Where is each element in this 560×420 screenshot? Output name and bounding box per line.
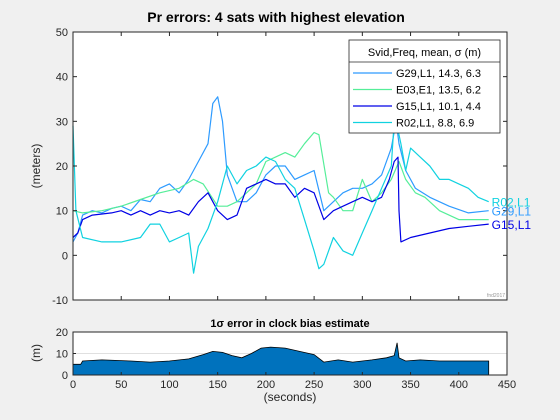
main-y-tick-label: 40 [56,72,68,84]
legend-title: Svid,Freq, mean, σ (m) [368,47,481,59]
series-line-e03 [72,131,489,221]
legend-entry-label: R02,L1, 8.8, 6.9 [396,118,474,130]
clock-x-tick-label: 300 [353,379,371,391]
clock-chart-title: 1σ error in clock bias estimate [210,318,369,330]
clock-x-tick-label: 150 [208,379,226,391]
legend-entries: G29,L1, 14.3, 6.3 E03,E1, 13.5, 6.2 G15,L1… [353,68,481,130]
main-y-tick-label: 30 [56,116,68,128]
x-axis-label: (seconds) [264,390,317,404]
clock-x-ticks: 0 50 100 150 200 250 300 350 400 450 [70,372,516,391]
clock-x-tick-label: 350 [401,379,419,391]
clock-x-tick-label: 450 [498,379,516,391]
series-line-r02-l1 [72,120,489,274]
main-chart-title: Pr errors: 4 sats with highest elevation [147,9,405,25]
clock-y-axis-label: (m) [29,344,43,362]
clock-x-tick-label: 400 [450,379,468,391]
clock-y-tick-label: 10 [56,349,68,361]
clock-bias-area [72,342,490,376]
main-y-axis-label: (meters) [29,144,43,189]
clock-y-tick-label: 0 [62,370,68,382]
clock-bias-chart: 1σ error in clock bias estimate 0 50 100 15… [29,318,516,404]
clock-x-tick-label: 0 [70,379,76,391]
clock-x-tick-label: 200 [257,379,275,391]
pr-errors-chart: Pr errors: 4 sats with highest elevation… [29,9,531,307]
main-y-tick-label: 50 [56,27,68,39]
legend: Svid,Freq, mean, σ (m) G29,L1, 14.3, 6.3… [348,39,501,134]
series-end-label: G29,L1 [492,205,532,219]
clock-area-group [72,342,490,376]
clock-x-tick-label: 50 [115,379,127,391]
legend-box [348,39,501,134]
main-y-tick-label: 20 [56,161,68,173]
series-line-g15-l1 [72,156,489,243]
series-end-label: G15,L1 [492,218,532,232]
clock-y-tick-label: 20 [56,327,68,339]
legend-entry-label: G29,L1, 14.3, 6.3 [396,68,481,80]
main-y-tick-label: -10 [52,295,68,307]
series-end-label: R02,L1 [492,196,531,210]
main-y-ticks: -10 0 10 20 30 40 50 [52,27,508,307]
main-y-tick-label: 10 [56,206,68,218]
watermark: fnd2017 [487,293,505,299]
clock-x-tick-label: 100 [160,379,178,391]
legend-entry-label: G15,L1, 10.1, 4.4 [396,101,481,113]
legend-entry-label: E03,E1, 13.5, 6.2 [396,85,481,97]
main-y-tick-label: 0 [62,250,68,262]
clock-x-tick-label: 250 [305,379,323,391]
clock-y-ticks: 0 10 20 [56,327,76,382]
